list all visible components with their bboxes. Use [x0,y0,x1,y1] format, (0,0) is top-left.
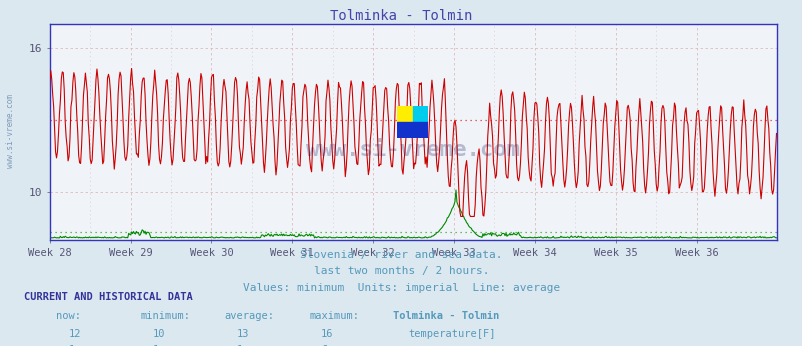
Text: CURRENT AND HISTORICAL DATA: CURRENT AND HISTORICAL DATA [24,292,192,302]
Text: flow[foot3/min]: flow[foot3/min] [407,345,501,346]
Text: 12: 12 [68,329,81,339]
Bar [397,106,412,122]
Text: www.si-vreme.com: www.si-vreme.com [6,94,14,169]
Text: Slovenia / river and sea data.: Slovenia / river and sea data. [300,250,502,260]
Text: now:: now: [56,311,81,321]
Text: 1: 1 [152,345,159,346]
Text: 10: 10 [152,329,165,339]
Bar [397,122,427,138]
Text: last two months / 2 hours.: last two months / 2 hours. [314,266,488,276]
Text: average:: average: [225,311,274,321]
Text: 16: 16 [321,329,334,339]
Text: temperature[F]: temperature[F] [407,329,495,339]
Text: 6: 6 [321,345,327,346]
Text: Tolminka - Tolmin: Tolminka - Tolmin [330,9,472,22]
Text: maximum:: maximum: [309,311,358,321]
Text: minimum:: minimum: [140,311,190,321]
Text: Values: minimum  Units: imperial  Line: average: Values: minimum Units: imperial Line: av… [242,283,560,293]
Text: 1: 1 [68,345,75,346]
Text: www.si-vreme.com: www.si-vreme.com [306,140,520,160]
Bar [412,106,427,122]
Text: 13: 13 [237,329,249,339]
Text: 1: 1 [237,345,243,346]
Text: Tolminka - Tolmin: Tolminka - Tolmin [393,311,499,321]
